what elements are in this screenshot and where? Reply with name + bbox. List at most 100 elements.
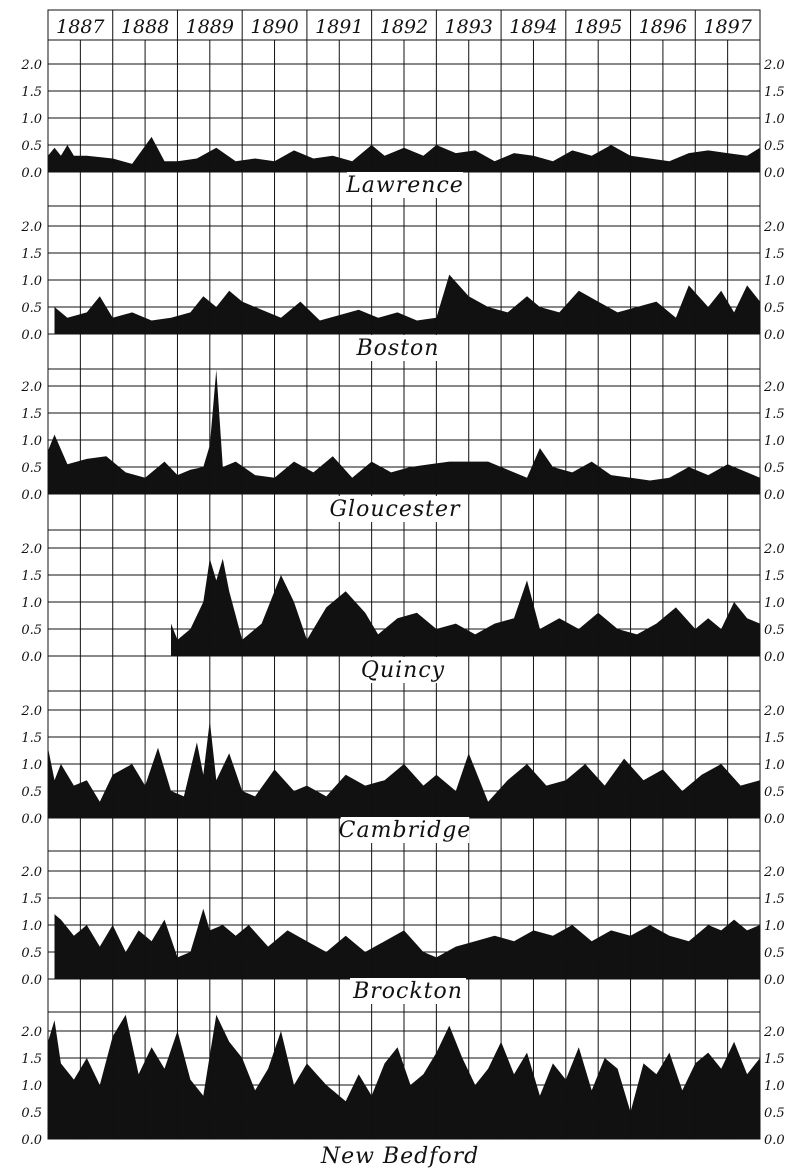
y-tick-label-right: 1.0 xyxy=(764,596,785,611)
y-tick-label-left: 0.0 xyxy=(21,812,42,827)
year-label: 1890 xyxy=(250,16,298,38)
series-area-3 xyxy=(171,558,760,656)
y-tick-label-left: 1.0 xyxy=(21,434,42,449)
y-tick-label-right: 1.5 xyxy=(764,85,785,100)
y-tick-label-left: 1.5 xyxy=(21,247,42,262)
y-tick-label-right: 1.5 xyxy=(764,569,785,584)
y-tick-label-right: 2.0 xyxy=(763,58,785,73)
y-tick-label-right: 2.0 xyxy=(763,1025,785,1040)
grid-lines xyxy=(47,9,761,1140)
year-label: 1892 xyxy=(380,16,428,38)
city-label: Lawrence xyxy=(345,173,464,198)
y-tick-label-left: 1.5 xyxy=(21,892,42,907)
series-area-1 xyxy=(54,274,760,334)
y-tick-label-right: 0.5 xyxy=(764,785,785,800)
y-tick-label-left: 1.0 xyxy=(21,758,42,773)
y-tick-label-left: 0.5 xyxy=(21,139,42,154)
y-tick-label-left: 0.0 xyxy=(21,166,42,181)
city-label: Gloucester xyxy=(329,497,461,522)
y-tick-label-right: 0.0 xyxy=(764,812,785,827)
year-label: 1887 xyxy=(56,16,105,38)
y-tick-label-left: 0.5 xyxy=(21,461,42,476)
y-tick-label-left: 1.5 xyxy=(21,85,42,100)
y-tick-label-right: 1.0 xyxy=(764,919,785,934)
y-tick-label-right: 1.0 xyxy=(764,1079,785,1094)
city-label: Boston xyxy=(356,336,440,361)
y-tick-label-right: 1.0 xyxy=(764,758,785,773)
y-tick-label-left: 2.0 xyxy=(20,380,42,395)
city-label: Brockton xyxy=(352,979,463,1004)
y-tick-label-left: 0.0 xyxy=(21,488,42,503)
y-tick-label-left: 0.0 xyxy=(21,328,42,343)
y-tick-label-right: 0.5 xyxy=(764,461,785,476)
y-tick-label-right: 1.5 xyxy=(764,1052,785,1067)
year-label: 1894 xyxy=(509,16,557,38)
y-tick-label-left: 1.0 xyxy=(21,274,42,289)
year-label: 1888 xyxy=(121,16,169,38)
y-tick-label-left: 0.5 xyxy=(21,623,42,638)
y-tick-label-right: 2.0 xyxy=(763,220,785,235)
year-label: 1891 xyxy=(315,16,363,38)
series-area-5 xyxy=(54,908,760,979)
city-label-backing xyxy=(357,657,449,683)
year-label: 1895 xyxy=(574,16,622,38)
y-tick-label-right: 0.0 xyxy=(764,328,785,343)
y-tick-label-right: 1.5 xyxy=(764,407,785,422)
year-label: 1893 xyxy=(445,16,493,38)
y-tick-label-left: 1.0 xyxy=(21,919,42,934)
y-tick-label-left: 2.0 xyxy=(20,1025,42,1040)
y-tick-label-right: 1.0 xyxy=(764,434,785,449)
city-label-backing xyxy=(323,1143,477,1169)
city-label-backing xyxy=(347,172,463,198)
city-label-backing xyxy=(350,978,466,1004)
y-tick-label-left: 0.0 xyxy=(21,1133,42,1148)
y-tick-label-left: 1.5 xyxy=(21,731,42,746)
y-tick-label-left: 0.5 xyxy=(21,301,42,316)
y-tick-label-right: 0.5 xyxy=(764,301,785,316)
y-tick-label-left: 0.5 xyxy=(21,946,42,961)
y-tick-label-right: 1.5 xyxy=(764,247,785,262)
y-tick-label-right: 1.0 xyxy=(764,112,785,127)
y-tick-label-right: 0.5 xyxy=(764,1106,785,1121)
y-tick-label-right: 2.0 xyxy=(763,380,785,395)
y-tick-label-right: 0.0 xyxy=(764,488,785,503)
y-tick-label-right: 2.0 xyxy=(763,542,785,557)
y-tick-label-right: 0.0 xyxy=(764,973,785,988)
y-tick-label-left: 1.5 xyxy=(21,569,42,584)
year-label: 1896 xyxy=(639,16,687,38)
y-tick-label-left: 1.0 xyxy=(21,112,42,127)
y-tick-label-right: 1.5 xyxy=(764,892,785,907)
y-tick-label-left: 1.0 xyxy=(21,1079,42,1094)
y-tick-label-left: 0.0 xyxy=(21,973,42,988)
y-tick-label-right: 0.0 xyxy=(764,1133,785,1148)
y-tick-label-left: 2.0 xyxy=(20,704,42,719)
y-tick-label-left: 2.0 xyxy=(20,865,42,880)
y-tick-label-right: 0.5 xyxy=(764,139,785,154)
y-tick-label-right: 1.5 xyxy=(764,731,785,746)
year-label: 1889 xyxy=(186,16,234,38)
year-label: 1897 xyxy=(703,16,752,38)
y-tick-label-left: 0.5 xyxy=(21,1106,42,1121)
chart-labels: 1887 1888 1889 1890 1891 1892 1893 1894 1895 1896… xyxy=(20,16,785,1169)
y-tick-label-right: 0.5 xyxy=(764,946,785,961)
y-tick-label-left: 2.0 xyxy=(20,220,42,235)
y-tick-label-right: 2.0 xyxy=(763,865,785,880)
city-label: Quincy xyxy=(361,658,445,683)
y-tick-label-left: 1.5 xyxy=(21,1052,42,1067)
y-tick-label-left: 2.0 xyxy=(20,542,42,557)
y-tick-label-right: 1.0 xyxy=(764,274,785,289)
city-label-backing xyxy=(324,496,466,522)
y-tick-label-left: 0.0 xyxy=(21,650,42,665)
city-label-backing xyxy=(352,335,444,361)
y-tick-label-right: 0.0 xyxy=(764,166,785,181)
city-label: Cambridge xyxy=(339,818,472,843)
y-tick-label-left: 2.0 xyxy=(20,58,42,73)
y-tick-label-left: 1.5 xyxy=(21,407,42,422)
y-tick-label-right: 0.5 xyxy=(764,623,785,638)
city-label-backing xyxy=(340,817,470,843)
y-tick-label-left: 1.0 xyxy=(21,596,42,611)
y-tick-label-right: 2.0 xyxy=(763,704,785,719)
city-label: New Bedford xyxy=(320,1144,479,1169)
y-tick-label-left: 0.5 xyxy=(21,785,42,800)
